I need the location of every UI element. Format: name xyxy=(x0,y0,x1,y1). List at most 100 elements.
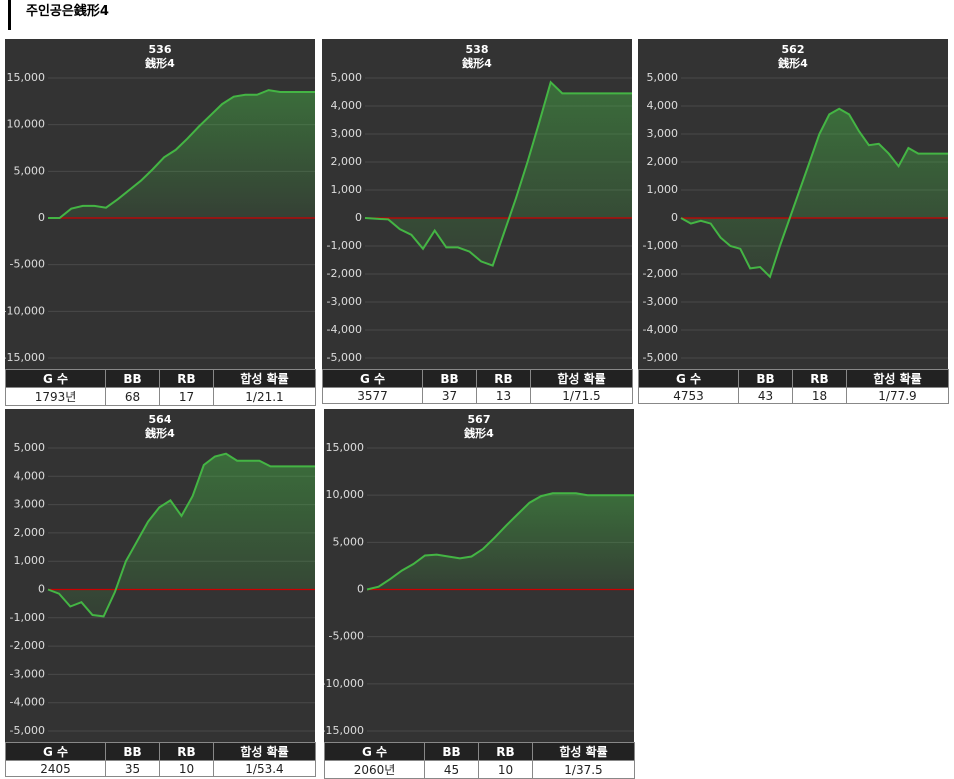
header-cell: RB xyxy=(159,369,214,388)
header-cell: RB xyxy=(478,742,533,761)
data-cell: 68 xyxy=(105,387,160,406)
y-tick-label: -10,000 xyxy=(324,677,364,690)
y-tick-label: -1,000 xyxy=(327,239,362,252)
data-row: 4753 43 18 1/77.9 xyxy=(638,387,949,404)
header-cell: BB xyxy=(105,369,160,388)
data-cell: 18 xyxy=(792,387,847,404)
area-fill xyxy=(681,108,948,277)
chart-title: 564 xyxy=(149,413,172,426)
panel: 564 銭形4 -5,000 -4,000 -3,000 -2,000 -1,000 0 1,0… xyxy=(5,409,316,777)
chart-title: 536 xyxy=(149,43,172,56)
y-tick-label: -1,000 xyxy=(643,239,678,252)
data-cell: 3577 xyxy=(322,387,423,404)
header-cell: 합성 확률 xyxy=(532,742,635,761)
header-row: G 수 BB RB 합성 확률 xyxy=(5,369,316,388)
data-cell: 1/53.4 xyxy=(213,760,316,777)
data-cell: 1793년 xyxy=(5,387,106,406)
y-tick-label: -5,000 xyxy=(10,724,45,737)
y-tick-label: -2,000 xyxy=(327,267,362,280)
y-tick-label: -4,000 xyxy=(10,696,45,709)
chart-subtitle: 銭形4 xyxy=(777,56,808,70)
area-fill xyxy=(365,82,632,266)
header-row: G 수 BB RB 합성 확률 xyxy=(322,369,633,388)
stats-table: G 수 BB RB 합성 확률 3577 37 13 1/71.5 xyxy=(322,369,633,404)
header-cell: BB xyxy=(424,742,479,761)
y-tick-label: 2,000 xyxy=(331,155,363,168)
y-tick-label: 1,000 xyxy=(647,183,679,196)
data-cell: 1/21.1 xyxy=(213,387,316,406)
header-cell: G 수 xyxy=(324,742,425,761)
y-tick-label: -5,000 xyxy=(10,258,45,271)
y-tick-label: 1,000 xyxy=(14,554,46,567)
page-title: 주인공은銭形4 xyxy=(8,0,109,30)
data-cell: 17 xyxy=(159,387,214,406)
y-tick-label: 10,000 xyxy=(326,488,365,501)
data-cell: 43 xyxy=(738,387,793,404)
header-row: G 수 BB RB 합성 확률 xyxy=(5,742,316,761)
y-tick-label: -15,000 xyxy=(324,724,364,737)
y-tick-label: 15,000 xyxy=(7,71,46,84)
y-tick-label: 0 xyxy=(357,583,364,596)
y-tick-label: 4,000 xyxy=(14,469,46,482)
data-cell: 45 xyxy=(424,760,479,779)
y-tick-label: 0 xyxy=(38,583,45,596)
data-cell: 2405 xyxy=(5,760,106,777)
header-cell: 합성 확률 xyxy=(213,369,316,388)
data-cell: 10 xyxy=(159,760,214,777)
header-cell: G 수 xyxy=(5,369,106,388)
y-tick-label: 5,000 xyxy=(333,535,365,548)
y-tick-label: 2,000 xyxy=(14,526,46,539)
area-fill xyxy=(48,90,315,218)
data-cell: 37 xyxy=(422,387,477,404)
header-cell: 합성 확률 xyxy=(846,369,949,388)
y-tick-label: 15,000 xyxy=(326,441,365,454)
y-tick-label: -15,000 xyxy=(5,351,45,364)
y-tick-label: -1,000 xyxy=(10,611,45,624)
data-cell: 2060년 xyxy=(324,760,425,779)
chart-title: 538 xyxy=(466,43,489,56)
header-cell: RB xyxy=(792,369,847,388)
y-tick-label: -2,000 xyxy=(10,639,45,652)
y-tick-label: 3,000 xyxy=(14,498,46,511)
header-cell: G 수 xyxy=(638,369,739,388)
line xyxy=(364,80,632,267)
header-cell: RB xyxy=(476,369,531,388)
y-tick-label: -4,000 xyxy=(327,323,362,336)
header-cell: BB xyxy=(422,369,477,388)
stats-table: G 수 BB RB 합성 확률 1793년 68 17 1/21.1 xyxy=(5,369,316,406)
y-tick-label: 5,000 xyxy=(647,71,679,84)
panel: 562 銭形4 -5,000 -4,000 -3,000 -2,000 -1,000 0 1,0… xyxy=(638,39,949,404)
y-tick-label: -5,000 xyxy=(329,630,364,643)
y-tick-label: 10,000 xyxy=(7,118,46,131)
line xyxy=(47,452,315,618)
stats-table: G 수 BB RB 합성 확률 2405 35 10 1/53.4 xyxy=(5,742,316,777)
data-cell: 1/71.5 xyxy=(530,387,633,404)
y-tick-label: 2,000 xyxy=(647,155,679,168)
header-cell: G 수 xyxy=(322,369,423,388)
chart-subtitle: 銭形4 xyxy=(463,426,494,440)
y-tick-label: 4,000 xyxy=(647,99,679,112)
header-cell: BB xyxy=(738,369,793,388)
line xyxy=(680,107,948,279)
data-row: 3577 37 13 1/71.5 xyxy=(322,387,633,404)
y-tick-label: -10,000 xyxy=(5,304,45,317)
data-cell: 1/77.9 xyxy=(846,387,949,404)
y-tick-label: 3,000 xyxy=(331,127,363,140)
y-tick-label: -2,000 xyxy=(643,267,678,280)
y-tick-label: -5,000 xyxy=(643,351,678,364)
y-tick-label: 5,000 xyxy=(14,441,46,454)
data-cell: 13 xyxy=(476,387,531,404)
data-cell: 1/37.5 xyxy=(532,760,635,779)
y-tick-label: 0 xyxy=(355,211,362,224)
y-tick-label: 1,000 xyxy=(331,183,363,196)
chart-title: 567 xyxy=(468,413,491,426)
y-tick-label: -3,000 xyxy=(10,667,45,680)
data-row: 2405 35 10 1/53.4 xyxy=(5,760,316,777)
y-tick-label: 3,000 xyxy=(647,127,679,140)
